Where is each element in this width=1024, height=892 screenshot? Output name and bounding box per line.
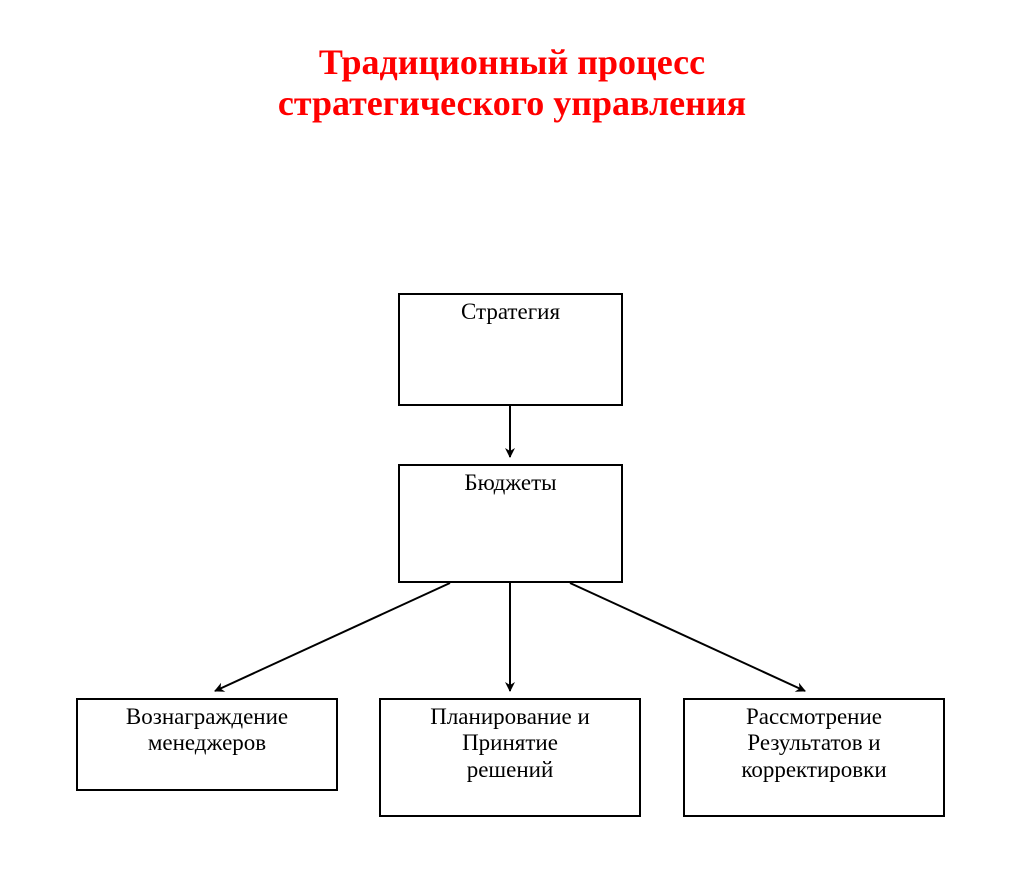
node-budgets-label: Бюджеты — [464, 470, 556, 496]
node-strategy: Стратегия — [398, 293, 623, 406]
node-budgets: Бюджеты — [398, 464, 623, 583]
title-line2: стратегического управления — [278, 83, 746, 123]
node-rewards-label: Вознаграждение менеджеров — [126, 704, 288, 757]
node-review-label: Рассмотрение Результатов и корректировки — [741, 704, 886, 783]
page-title: Традиционный процесс стратегического упр… — [0, 0, 1024, 125]
node-planning: Планирование и Принятие решений — [379, 698, 641, 817]
title-line1: Традиционный процесс — [319, 42, 705, 82]
node-planning-label: Планирование и Принятие решений — [430, 704, 590, 783]
edge-budgets-to-rewards — [215, 583, 450, 691]
node-review: Рассмотрение Результатов и корректировки — [683, 698, 945, 817]
node-rewards: Вознаграждение менеджеров — [76, 698, 338, 791]
node-strategy-label: Стратегия — [461, 299, 560, 325]
edge-budgets-to-review — [570, 583, 805, 691]
